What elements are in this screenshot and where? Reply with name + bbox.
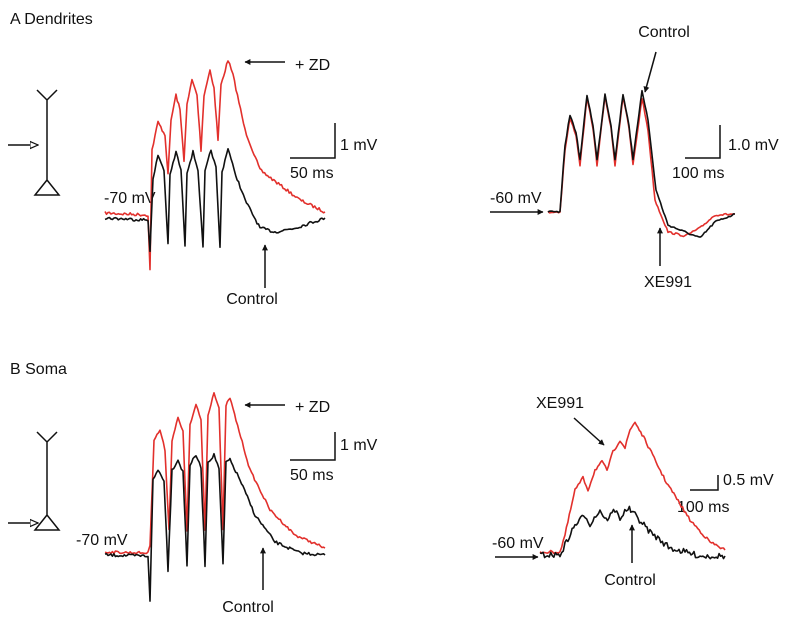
resting-label: -60 mV [490, 190, 542, 207]
neuron-icon [8, 89, 61, 196]
trace [104, 148, 326, 253]
top-label: XE991 [536, 395, 584, 412]
scale-y-label: 1 mV [340, 437, 378, 454]
arrow [573, 417, 605, 446]
trace [539, 421, 726, 555]
bottom-label: XE991 [644, 274, 692, 291]
trace [547, 94, 736, 238]
bottom-label: Control [604, 572, 656, 589]
panel-label: B Soma [10, 361, 67, 378]
resting-label: -60 mV [492, 535, 544, 552]
trace [104, 452, 326, 602]
top-label: Control [638, 24, 690, 41]
panel-label: A Dendrites [10, 11, 93, 28]
neuron-icon [8, 431, 61, 531]
scale-x-label: 50 ms [290, 165, 334, 182]
trace [104, 60, 326, 271]
scale-bar [290, 123, 336, 159]
resting-label: -70 mV [76, 532, 128, 549]
scale-x-label: 50 ms [290, 467, 334, 484]
trace [104, 392, 326, 555]
scale-y-label: 0.5 mV [723, 472, 774, 489]
scale-bar [290, 432, 336, 461]
drug-label: + ZD [295, 399, 330, 416]
scale-x-label: 100 ms [672, 165, 724, 182]
trace [547, 89, 736, 238]
scale-y-label: 1.0 mV [728, 137, 779, 154]
scale-x-label: 100 ms [677, 499, 729, 516]
scale-bar [685, 125, 721, 159]
control-label: Control [226, 291, 278, 308]
trace [539, 505, 726, 560]
drug-label: + ZD [295, 57, 330, 74]
arrow [643, 51, 657, 93]
scale-y-label: 1 mV [340, 137, 378, 154]
resting-label: -70 mV [104, 190, 156, 207]
scale-bar [690, 475, 719, 491]
control-label: Control [222, 599, 274, 616]
